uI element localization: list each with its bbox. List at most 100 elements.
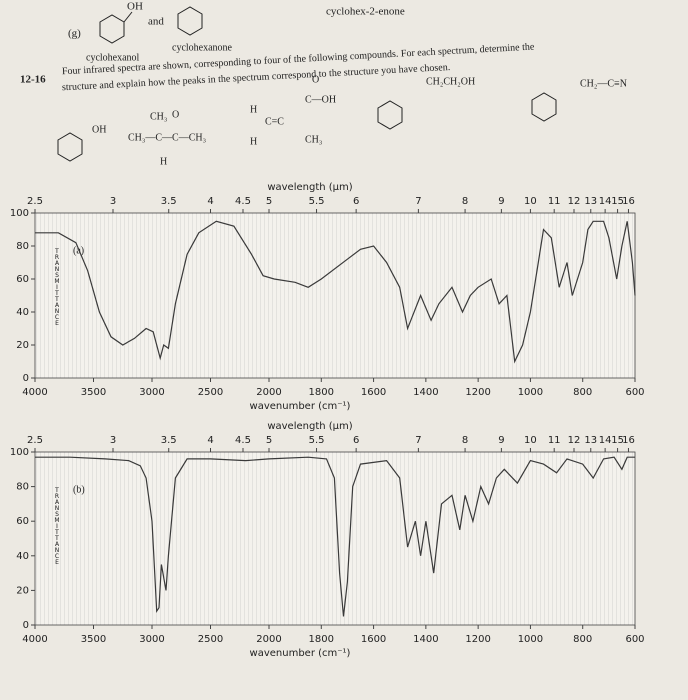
x-tick-label: 1600: [361, 387, 386, 398]
x2-tick-label: 7: [415, 435, 421, 446]
x2-tick-label: 10: [524, 435, 537, 446]
ring: [377, 100, 403, 130]
atom: C—OH: [305, 94, 336, 105]
y-tick-label: 20: [16, 340, 29, 351]
x2-tick-label: 15: [611, 435, 624, 446]
x-tick-label: 3000: [139, 634, 164, 645]
x2-tick-label: 4: [207, 435, 213, 446]
x2-tick-label: 10: [524, 196, 537, 207]
x2-tick-label: 16: [622, 435, 635, 446]
x-tick-label: 800: [573, 387, 592, 398]
x-tick-label: 2500: [198, 634, 223, 645]
x2-axis-label: wavelength (μm): [267, 421, 352, 432]
x-tick-label: 4000: [22, 387, 47, 398]
x-tick-label: 4000: [22, 634, 47, 645]
x2-tick-label: 14: [599, 196, 612, 207]
x2-tick-label: 2.5: [27, 435, 43, 446]
x2-tick-label: 7: [415, 196, 421, 207]
x2-tick-label: 3.5: [161, 196, 177, 207]
x-tick-label: 1400: [413, 634, 438, 645]
x2-tick-label: 5.5: [309, 196, 325, 207]
atom: OH: [92, 124, 106, 135]
x-tick-label: 1000: [518, 634, 543, 645]
ring: [57, 132, 83, 162]
name: cyclohexanone: [172, 42, 233, 53]
atom: CH₂CH₂OH: [426, 76, 475, 87]
part-label: (g): [68, 28, 81, 40]
x-tick-label: 1000: [518, 387, 543, 398]
x-axis-label: wavenumber (cm⁻¹): [250, 401, 351, 412]
x-tick-label: 1200: [465, 634, 490, 645]
panel-label: (b): [73, 484, 85, 495]
and-label: and: [148, 16, 164, 28]
x2-tick-label: 4.5: [235, 435, 251, 446]
x2-tick-label: 8: [462, 435, 468, 446]
x2-tick-label: 12: [568, 435, 581, 446]
x-tick-label: 1400: [413, 387, 438, 398]
atom: C=C: [265, 116, 284, 127]
atom: CH₃: [305, 134, 322, 145]
panel-label: (a): [73, 245, 84, 256]
bond: [123, 11, 133, 23]
x-tick-label: 1800: [309, 634, 334, 645]
y-axis-label: TRANSMITTANCE: [54, 248, 61, 326]
x2-tick-label: 15: [611, 196, 624, 207]
y-tick-label: 40: [16, 307, 29, 318]
y-tick-label: 60: [16, 516, 29, 527]
ring: [531, 92, 557, 122]
atom: CH₃: [150, 111, 167, 122]
x2-tick-label: 3.5: [161, 435, 177, 446]
x-tick-label: 2000: [256, 634, 281, 645]
x2-tick-label: 11: [548, 435, 561, 446]
x-tick-label: 3500: [81, 387, 106, 398]
x-tick-label: 2000: [256, 387, 281, 398]
y-tick-label: 60: [16, 274, 29, 285]
x2-tick-label: 4.5: [235, 196, 251, 207]
name: cyclohexanol: [86, 52, 140, 63]
y-tick-label: 40: [16, 551, 29, 562]
x2-tick-label: 8: [462, 196, 468, 207]
x2-tick-label: 13: [584, 435, 597, 446]
x-tick-label: 1600: [361, 634, 386, 645]
y-tick-label: 100: [10, 208, 29, 219]
atom: CH₂—C≡N: [580, 78, 627, 89]
x2-tick-label: 3: [110, 435, 116, 446]
y-tick-label: 0: [23, 373, 29, 384]
x-tick-label: 800: [573, 634, 592, 645]
x2-tick-label: 5: [266, 196, 272, 207]
plot-area: [34, 212, 636, 379]
x2-tick-label: 4: [207, 196, 213, 207]
y-tick-label: 80: [16, 482, 29, 493]
y-tick-label: 100: [10, 447, 29, 458]
x2-tick-label: 11: [548, 196, 561, 207]
problem-number: 12-16: [20, 74, 46, 86]
x2-tick-label: 5.5: [309, 435, 325, 446]
x2-tick-label: 16: [622, 196, 635, 207]
name: cyclohex-2-enone: [326, 6, 405, 18]
x2-tick-label: 3: [110, 196, 116, 207]
ring: [99, 14, 125, 44]
atom: CH₃—C—C—CH₃: [128, 132, 206, 143]
oh-label: OH: [127, 1, 143, 13]
y-tick-label: 0: [23, 620, 29, 631]
x2-tick-label: 9: [498, 435, 504, 446]
x-tick-label: 1200: [465, 387, 490, 398]
y-tick-label: 20: [16, 585, 29, 596]
x2-tick-label: 5: [266, 435, 272, 446]
x2-tick-label: 13: [584, 196, 597, 207]
atom: O: [172, 109, 179, 120]
x2-tick-label: 2.5: [27, 196, 43, 207]
atom: H: [160, 156, 167, 167]
x-tick-label: 3500: [81, 634, 106, 645]
x-tick-label: 600: [625, 634, 644, 645]
spectrum: [35, 220, 636, 364]
ring: [177, 6, 203, 36]
x-tick-label: 1800: [309, 387, 334, 398]
atom: O: [312, 74, 319, 85]
atom: H: [250, 104, 257, 115]
atom: H: [250, 136, 257, 147]
x-tick-label: 600: [625, 387, 644, 398]
x-axis-label: wavenumber (cm⁻¹): [250, 648, 351, 659]
x2-tick-label: 14: [599, 435, 612, 446]
